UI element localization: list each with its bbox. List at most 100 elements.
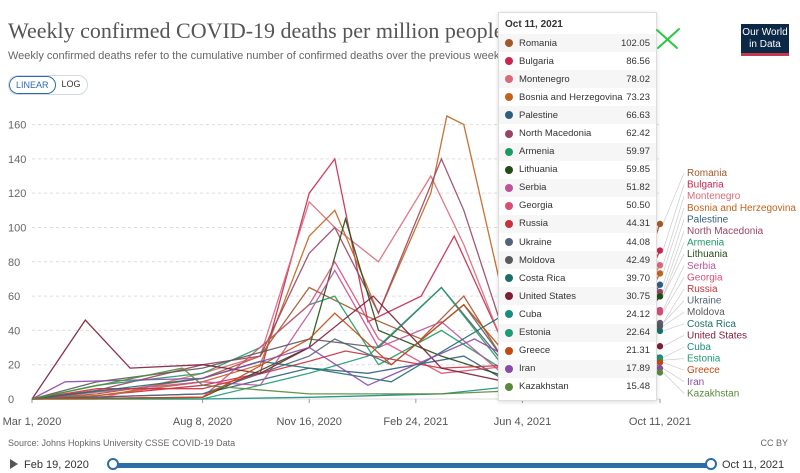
tooltip-row: Cuba 24.12	[499, 305, 656, 323]
legend-connector	[662, 184, 685, 251]
tooltip-country: North Macedonia	[519, 128, 592, 140]
legend-connector	[662, 242, 685, 297]
series-end-dot[interactable]	[656, 343, 664, 350]
logo-bar	[741, 53, 789, 56]
series-end-dot[interactable]	[656, 359, 664, 366]
legend-label[interactable]: Bosnia and Herzegovina	[687, 203, 796, 214]
legend-connector	[662, 207, 685, 274]
legend-label[interactable]: Russia	[687, 284, 718, 295]
tooltip-value: 78.02	[626, 73, 650, 85]
play-icon[interactable]	[10, 459, 18, 469]
legend-connector	[662, 311, 685, 327]
tooltip-country: Ukraine	[519, 236, 552, 248]
legend-connector	[662, 323, 685, 332]
legend-connector	[662, 335, 685, 347]
tooltip-value: 66.63	[626, 109, 650, 121]
series-color-dot	[505, 346, 513, 355]
series-end-dot[interactable]	[656, 327, 664, 335]
legend-connector	[662, 346, 685, 358]
tooltip-value: 30.75	[626, 290, 650, 302]
legend-label[interactable]: Montenegro	[687, 191, 741, 202]
y-tick-label: 140	[8, 154, 26, 166]
series-end-dot[interactable]	[656, 270, 664, 277]
license-label[interactable]: CC BY	[760, 438, 788, 448]
series-end-dot[interactable]	[656, 322, 664, 330]
series-end-dot[interactable]	[656, 369, 664, 376]
tooltip-country: Palestine	[519, 109, 559, 121]
legend-connector	[662, 372, 685, 394]
tooltip-value: 17.89	[626, 363, 650, 375]
tooltip-country: Iran	[519, 363, 536, 375]
tooltip-country: Costa Rica	[519, 272, 566, 284]
series-color-dot	[505, 219, 513, 228]
legend-label[interactable]: Kazakhstan	[687, 388, 739, 399]
legend-label[interactable]: Bulgaria	[687, 180, 724, 191]
series-end-dot[interactable]	[656, 220, 664, 228]
series-color-dot	[505, 183, 513, 192]
tooltip-row: Bosnia and Herzegovina 73.23	[499, 88, 656, 106]
legend-label[interactable]: Serbia	[687, 261, 716, 272]
linear-scale-button[interactable]: LINEAR	[9, 76, 56, 94]
legend-connector	[662, 277, 685, 313]
legend-label[interactable]: Ukraine	[687, 296, 722, 307]
y-tick-label: 20	[8, 360, 20, 372]
tooltip-row: Moldova 42.49	[499, 251, 656, 270]
series-end-dot[interactable]	[656, 281, 664, 288]
legend-label[interactable]: Georgia	[687, 272, 723, 283]
hover-tooltip: Oct 11, 2021 Romania 102.05 Bulgaria 86.56 M…	[498, 12, 657, 401]
tooltip-row: Bulgaria 86.56	[499, 52, 656, 70]
legend-connector	[662, 362, 685, 371]
legend-label[interactable]: Armenia	[687, 238, 725, 249]
series-color-dot	[505, 382, 513, 391]
x-tick-label: Jun 4, 2021	[494, 416, 552, 428]
legend-label[interactable]: Palestine	[687, 214, 729, 225]
legend-label[interactable]: Greece	[687, 365, 720, 376]
legend-connector	[662, 219, 685, 285]
tooltip-row: Armenia 59.97	[499, 142, 656, 161]
tooltip-value: 44.31	[626, 218, 650, 230]
tooltip-row: Greece 21.31	[499, 342, 656, 360]
series-color-dot	[505, 364, 513, 373]
check-mark-icon	[656, 28, 680, 49]
source-note[interactable]: Source: Johns Hopkins University CSSE CO…	[8, 438, 236, 448]
y-tick-label: 0	[8, 394, 14, 406]
tooltip-value: 59.85	[626, 164, 650, 176]
series-end-dot[interactable]	[656, 247, 664, 254]
series-color-dot	[505, 111, 513, 120]
tooltip-country: Montenegro	[519, 73, 570, 85]
x-tick-label: Mar 1, 2020	[3, 416, 62, 428]
log-scale-button[interactable]: LOG	[61, 79, 81, 89]
tooltip-value: 42.49	[626, 254, 650, 266]
tooltip-value: 24.12	[626, 308, 650, 320]
legend-label[interactable]: Romania	[687, 168, 727, 179]
y-tick-label: 40	[8, 325, 20, 337]
tooltip-row: Russia 44.31	[499, 214, 656, 234]
legend-label[interactable]: Moldova	[687, 307, 725, 318]
tooltip-value: 15.48	[626, 381, 650, 393]
chart-subtitle: Weekly confirmed deaths refer to the cum…	[8, 50, 503, 62]
timeline-end-handle[interactable]	[705, 458, 717, 470]
logo-line-1: Our World	[742, 27, 788, 38]
series-end-dot[interactable]	[656, 261, 664, 269]
series-end-dot[interactable]	[656, 293, 664, 300]
legend-label[interactable]: Costa Rica	[687, 319, 736, 330]
tooltip-value: 62.42	[626, 128, 650, 140]
series-color-dot	[505, 201, 513, 210]
series-color-dot	[505, 328, 513, 337]
legend-label[interactable]: Estonia	[687, 354, 721, 365]
legend-label[interactable]: United States	[687, 330, 747, 341]
legend-label[interactable]: Cuba	[687, 342, 711, 353]
owid-logo[interactable]: Our World in Data	[741, 24, 789, 56]
tooltip-value: 73.23	[626, 91, 650, 103]
x-axis-ticks: Mar 1, 2020 Aug 8, 2020 Nov 16, 2020 Feb 24…	[3, 399, 691, 428]
legend-label[interactable]: Lithuania	[687, 249, 728, 260]
timeline-start-handle[interactable]	[107, 458, 119, 470]
series-end-dot[interactable]	[656, 309, 664, 316]
tooltip-country: Romania	[519, 37, 558, 49]
timeline-track[interactable]	[112, 463, 712, 468]
legend-label[interactable]: North Macedonia	[687, 226, 764, 237]
timeline-end-label: Oct 11, 2021	[722, 459, 785, 471]
legend-label[interactable]: Iran	[687, 377, 704, 388]
